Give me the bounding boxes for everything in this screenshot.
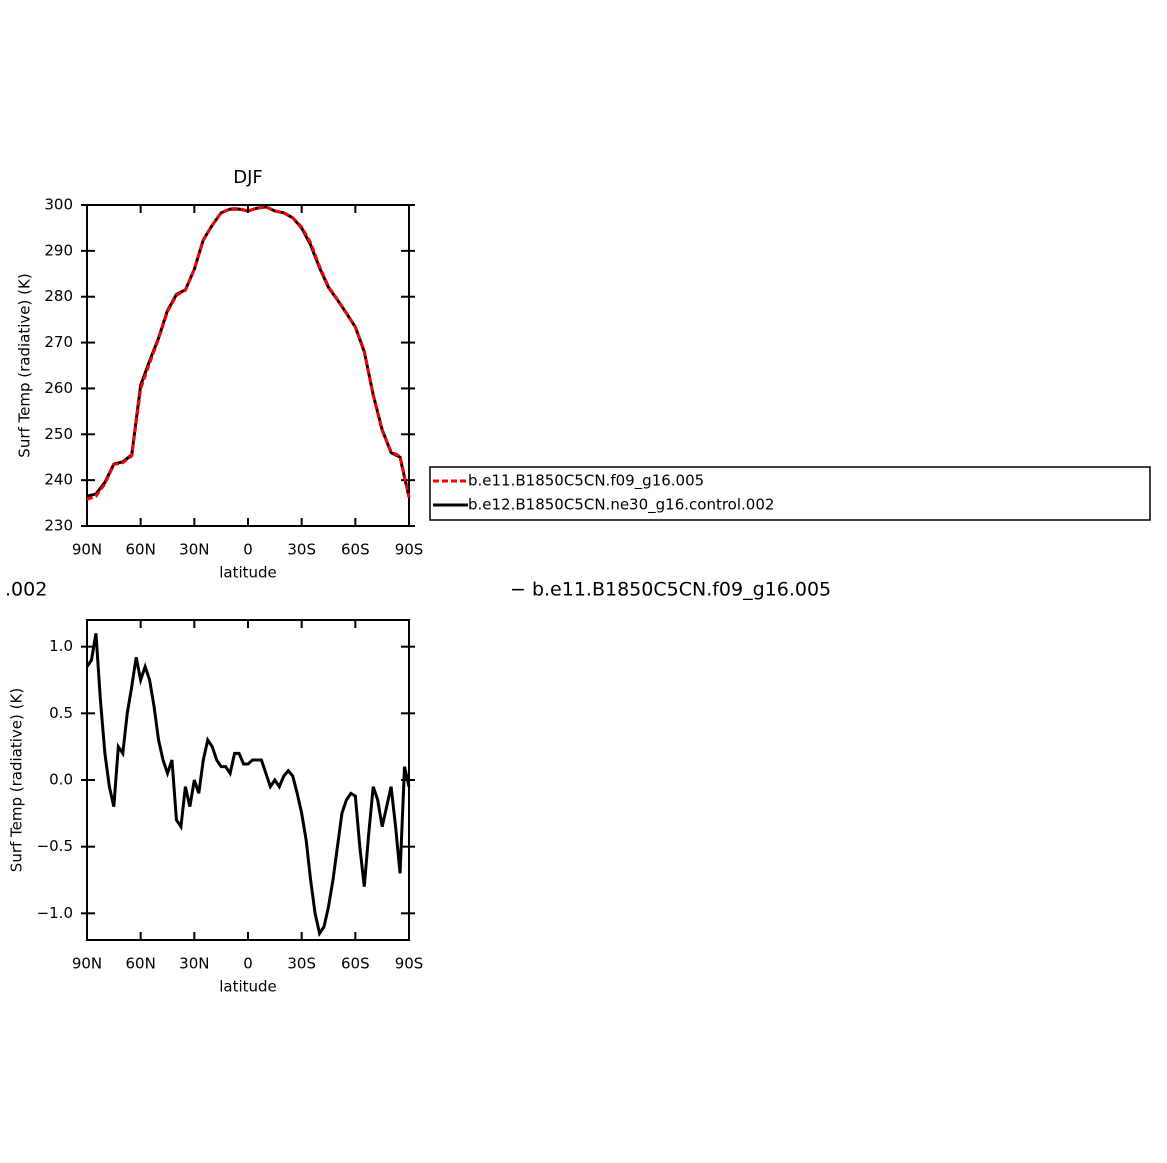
data-line [86,205,411,498]
y-tick-label: 1.0 [49,637,73,655]
annotation: .002 [5,579,47,601]
data-line [86,205,411,501]
y-tick-label: 300 [44,196,73,214]
x-axis-label: latitude [219,564,277,582]
legend-label: b.e11.B1850C5CN.f09_g16.005 [468,472,704,491]
legend-label: b.e12.B1850C5CN.ne30_g16.control.002 [468,496,774,515]
x-axis-label: latitude [219,978,277,996]
y-tick-label: −1.0 [37,904,73,922]
annotation: − b.e11.B1850C5CN.f09_g16.005 [510,579,831,601]
x-tick-label: 90N [72,955,102,973]
x-tick-label: 60S [341,541,370,559]
x-tick-label: 60N [126,541,156,559]
y-tick-label: 0.0 [49,771,73,789]
y-tick-label: −0.5 [37,837,73,855]
y-tick-label: 260 [44,379,73,397]
y-tick-label: 250 [44,425,73,443]
data-line [85,633,411,938]
y-tick-label: 280 [44,287,73,305]
chart-title: DJF [233,167,263,188]
plot-frame [86,204,410,527]
x-tick-label: 30N [179,541,209,559]
x-tick-label: 30N [179,955,209,973]
y-axis-label: Surf Temp (radiative) (K) [8,688,26,872]
y-tick-label: 290 [44,241,73,259]
x-tick-label: 60N [126,955,156,973]
y-tick-label: 270 [44,333,73,351]
x-tick-label: 30S [287,955,316,973]
x-tick-label: 90S [395,541,424,559]
x-tick-label: 90S [395,955,424,973]
x-tick-label: 0 [243,541,253,559]
x-tick-label: 0 [243,955,253,973]
x-tick-label: 90N [72,541,102,559]
y-tick-label: 230 [44,517,73,535]
x-tick-label: 60S [341,955,370,973]
x-tick-label: 30S [287,541,316,559]
y-tick-label: 240 [44,471,73,489]
legend-box [429,466,1151,521]
y-tick-label: 0.5 [49,704,73,722]
y-axis-label: Surf Temp (radiative) (K) [16,273,34,457]
